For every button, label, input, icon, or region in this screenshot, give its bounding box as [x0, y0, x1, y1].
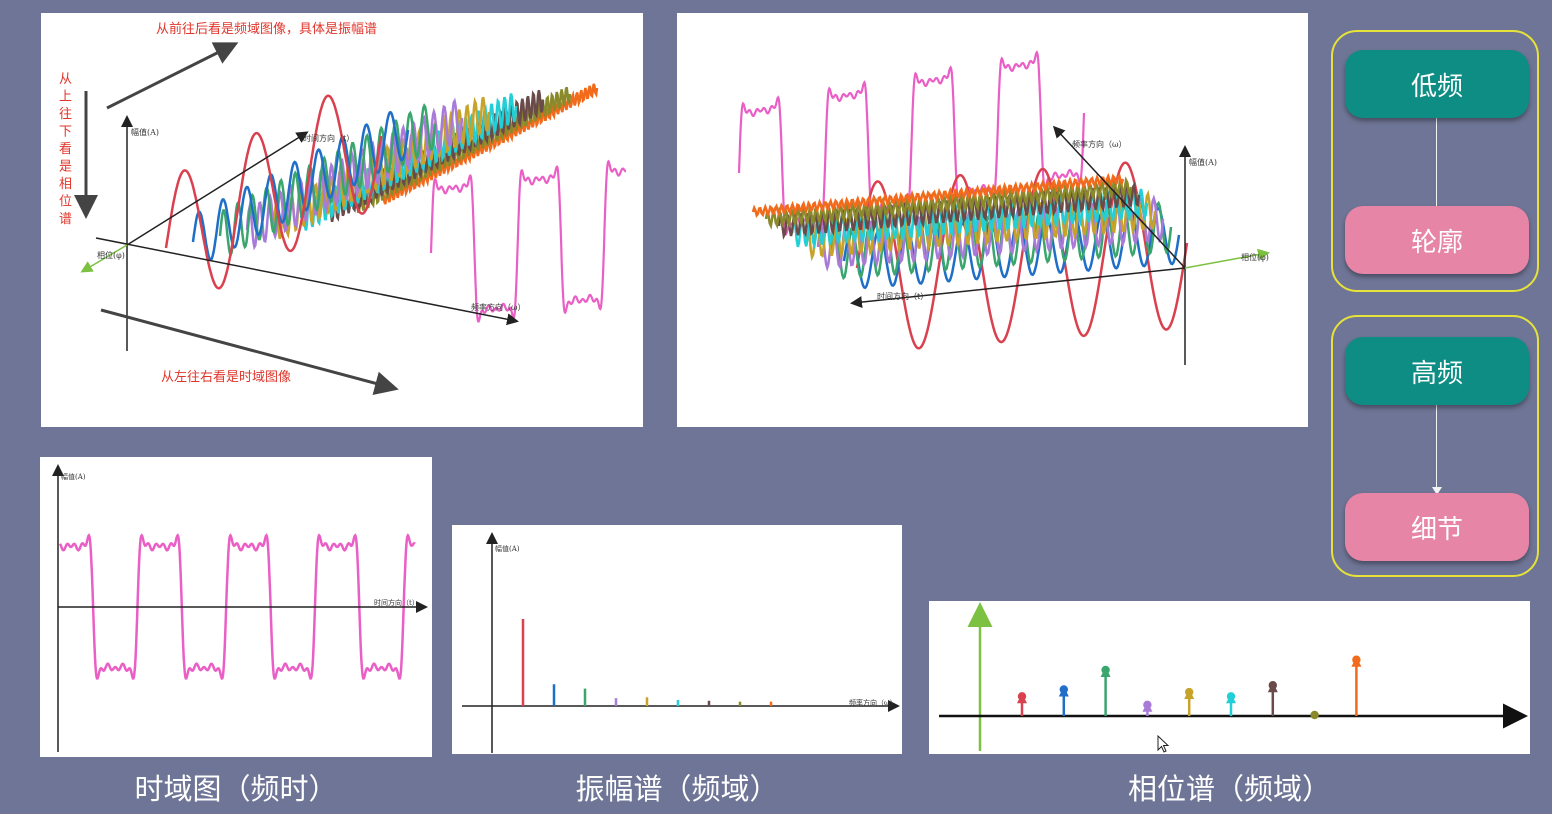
amplitude-axis-label: 幅值(A): [131, 127, 159, 137]
svg-text:下: 下: [59, 125, 72, 140]
caption-phase-spectrum: 相位谱（频域）: [1127, 772, 1331, 806]
phase-stem-dot-8: [1352, 655, 1361, 664]
frequency-axis: [95, 237, 519, 326]
svg-text:从: 从: [59, 72, 72, 87]
phase-axis: [80, 244, 128, 273]
phase-stems: [1017, 655, 1362, 720]
high-frequency-pill: 高频: [1345, 337, 1529, 405]
component-wave-2: [218, 103, 437, 257]
amplitude-axis-label: 幅值(A): [1189, 157, 1217, 167]
svg-text:相: 相: [59, 177, 72, 192]
phase-stem-dot-7: [1310, 710, 1319, 720]
time-axis-label: 时间方向（t）: [374, 598, 419, 607]
legend-group-high-frequency: 高频 细节: [1331, 315, 1539, 577]
phase-stem-dot-0: [1017, 692, 1027, 701]
panel-phase-spectrum: [929, 601, 1530, 754]
outline-pill: 轮廓: [1345, 206, 1529, 274]
note-side-view: 从左往右看是时域图像: [161, 369, 291, 385]
phase-spectrum-plot: [939, 602, 1528, 751]
component-wave-8: [380, 83, 599, 205]
phase-stem-dot-4: [1185, 687, 1194, 697]
phase-axis-label: 相位(φ): [97, 250, 125, 260]
component-wave-3: [245, 97, 464, 251]
component-wave-7: [764, 176, 1133, 230]
svg-text:上: 上: [59, 90, 72, 105]
composite-signal: [58, 533, 416, 680]
front-view-arrow: [106, 42, 239, 110]
amplitude-bars: [521, 619, 773, 706]
caption-time-domain: 时域图（频时）: [134, 772, 338, 806]
phase-stem-dot-1: [1059, 685, 1068, 694]
time-axis-label: 时间方向（t）: [877, 291, 928, 301]
component-wave-8: [751, 172, 1125, 219]
phase-stem-dot-6: [1268, 681, 1277, 690]
svg-text:位: 位: [59, 195, 72, 210]
amplitude-spectrum-plot: 幅值(A) 频率方向（ω）: [462, 532, 900, 753]
amplitude-axis-label: 幅值(A): [61, 472, 86, 481]
note-front-view: 从前往后看是频域图像，具体是振幅谱: [156, 21, 377, 37]
svg-text:谱: 谱: [59, 212, 72, 227]
component-wave-3: [816, 194, 1165, 272]
decomposition-side-plot: 幅值(A) 频率方向（ω） 相位(φ) 时间方向（t）: [737, 50, 1270, 365]
component-wave-7: [353, 86, 572, 214]
panel-3d-side-view: 幅值(A) 频率方向（ω） 相位(φ) 时间方向（t）: [677, 13, 1308, 427]
frequency-axis-label: 频率方向（ω）: [1072, 139, 1127, 149]
time-axis-label: 时间方向（t）: [303, 133, 354, 143]
frequency-axis-label: 频率方向（ω）: [471, 302, 526, 312]
legend-group-low-frequency: 低频 轮廓: [1331, 30, 1539, 292]
phase-stem-dot-2: [1101, 665, 1110, 675]
time-axis: [126, 131, 309, 246]
phase-axis: [1184, 248, 1270, 269]
svg-text:往: 往: [59, 107, 72, 122]
frequency-axis-label: 频率方向（ω）: [849, 698, 897, 707]
time-domain-plot: 幅值(A) 时间方向（t）: [52, 464, 428, 752]
panel-time-domain: 幅值(A) 时间方向（t）: [40, 457, 432, 757]
detail-pill: 细节: [1345, 493, 1529, 561]
side-view-arrow: [100, 308, 399, 395]
svg-text:是: 是: [59, 160, 72, 175]
time-axis: [850, 267, 1186, 309]
mouse-cursor-icon: [1157, 735, 1170, 753]
caption-amplitude-spectrum: 振幅谱（频域）: [575, 772, 779, 806]
panel-amplitude-spectrum: 幅值(A) 频率方向（ω）: [452, 525, 902, 754]
low-frequency-pill: 低频: [1345, 50, 1529, 118]
component-wave-1: [191, 110, 410, 262]
composite-signal: [429, 159, 627, 323]
component-wave-4: [272, 96, 491, 240]
phase-stem-dot-3: [1143, 700, 1152, 709]
svg-text:看: 看: [59, 141, 72, 157]
component-wave-0: [164, 94, 383, 290]
panel-3d-decomposition: 从前往后看是频域图像，具体是振幅谱 从左往右看是时域图像 从上往下看是相位谱 幅…: [41, 13, 643, 427]
frequency-axis: [1052, 125, 1186, 269]
component-wave-0: [855, 161, 1189, 350]
phase-stem-dot-5: [1226, 692, 1236, 701]
phase-axis-label: 相位(φ): [1241, 252, 1269, 262]
amplitude-axis-label: 幅值(A): [495, 544, 520, 553]
